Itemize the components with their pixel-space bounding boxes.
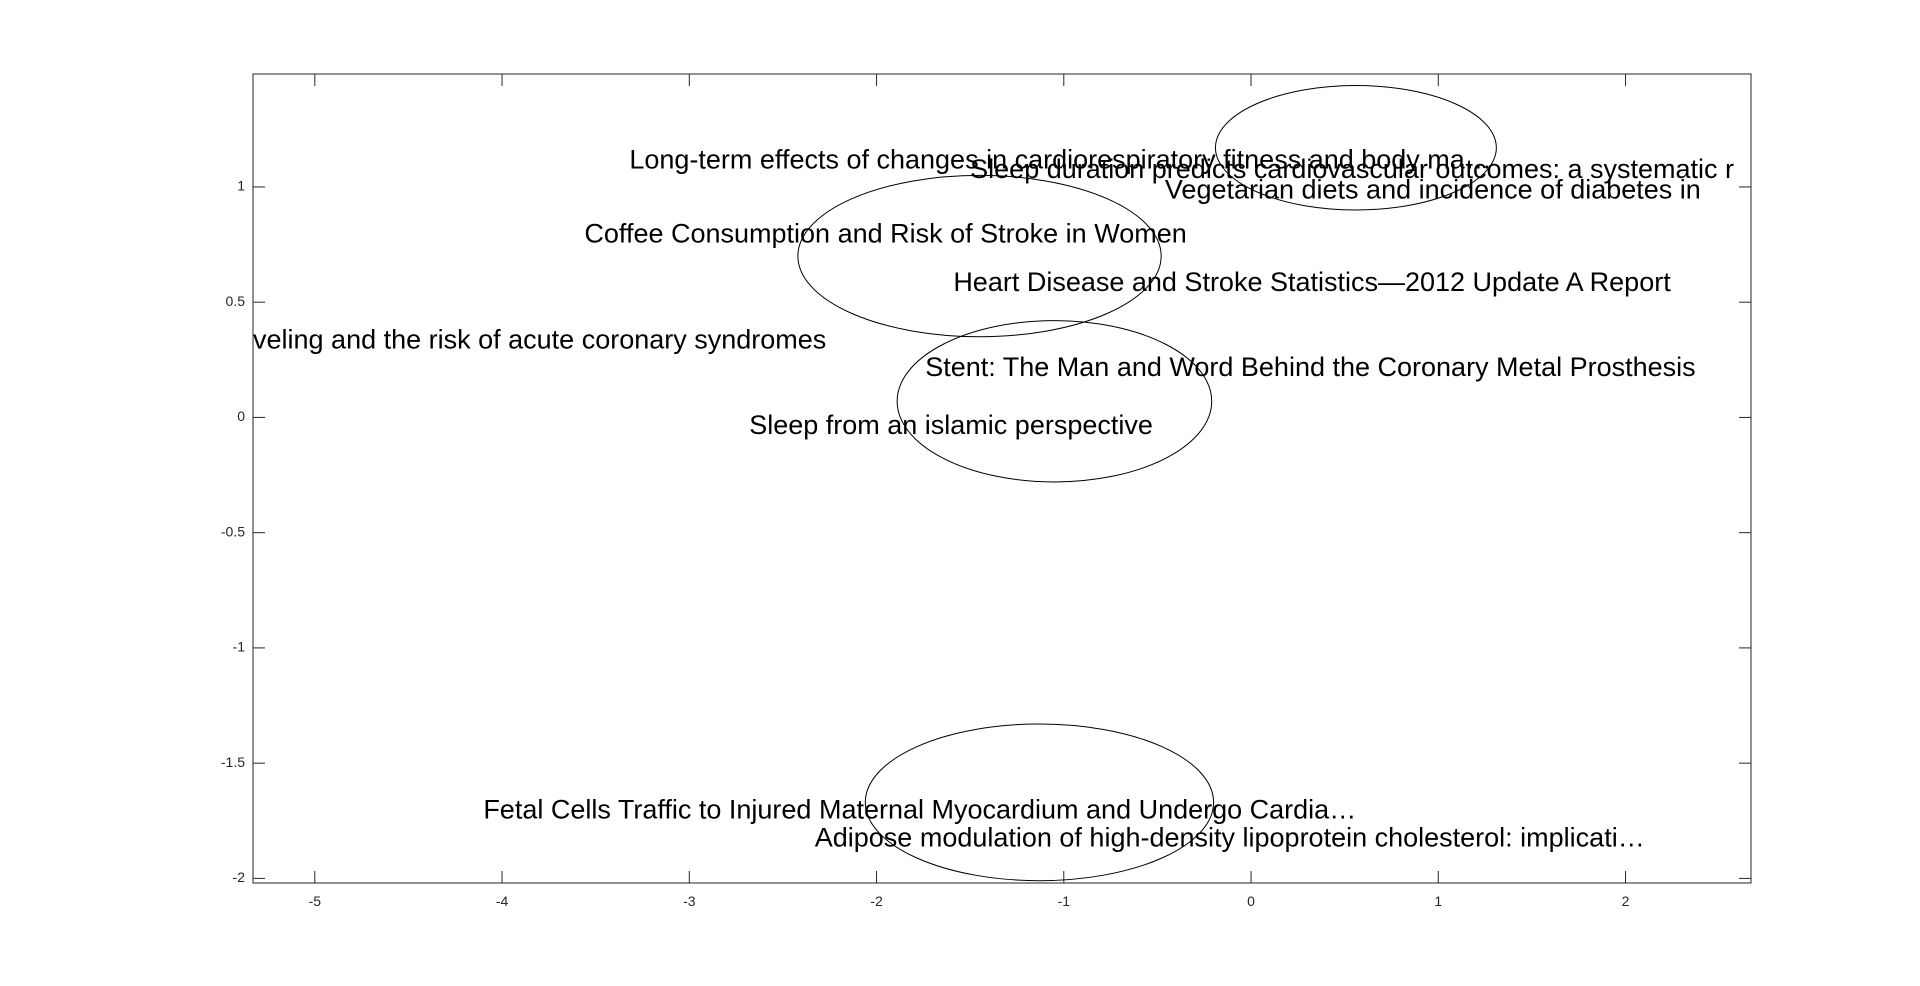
axis-ticks xyxy=(253,74,1751,883)
point-label: veling and the risk of acute coronary sy… xyxy=(253,324,826,354)
point-label: Sleep duration predicts cardiovascular o… xyxy=(970,154,1734,184)
cluster-ellipse xyxy=(797,174,1162,338)
y-tick-label: -1.5 xyxy=(221,754,245,770)
point-label: Long-term effects of changes in cardiore… xyxy=(629,145,1491,175)
point-label: Sleep from an islamic perspective xyxy=(749,410,1153,440)
cluster-ellipse xyxy=(1214,85,1497,211)
y-tick-label: -1 xyxy=(233,639,246,655)
tick-labels: -5 -4 -3 -2 -1 0 1 2 -2 -1.5 -1 -0.5 0 0.5 1 xyxy=(221,178,1630,909)
plot-frame xyxy=(252,73,1752,884)
y-tick-label: 1 xyxy=(237,178,245,194)
point-label: Adipose modulation of high-density lipop… xyxy=(815,822,1645,852)
cluster-ellipses xyxy=(797,85,1497,882)
point-labels: Sleep duration predicts cardiovascular o… xyxy=(253,145,1734,853)
point-label: Coffee Consumption and Risk of Stroke in… xyxy=(584,218,1186,248)
y-tick-label: -0.5 xyxy=(221,523,245,539)
y-tick-label: 0.5 xyxy=(226,293,246,309)
x-tick-label: -3 xyxy=(683,893,696,909)
point-label: Fetal Cells Traffic to Injured Maternal … xyxy=(483,795,1356,825)
x-tick-label: -5 xyxy=(309,893,322,909)
cluster-ellipse xyxy=(896,320,1213,483)
x-tick-label: 2 xyxy=(1622,893,1630,909)
x-tick-label: -4 xyxy=(496,893,509,909)
x-tick-label: -2 xyxy=(870,893,883,909)
point-label: Vegetarian diets and incidence of diabet… xyxy=(1165,175,1701,205)
x-tick-label: 0 xyxy=(1247,893,1255,909)
point-label: Stent: The Man and Word Behind the Coron… xyxy=(925,352,1695,382)
x-tick-label: -1 xyxy=(1058,893,1071,909)
cluster-ellipse xyxy=(864,723,1215,882)
y-tick-label: -2 xyxy=(233,869,246,885)
y-tick-label: 0 xyxy=(237,408,245,424)
point-label: Heart Disease and Stroke Statistics—2012… xyxy=(953,267,1671,297)
x-tick-label: 1 xyxy=(1434,893,1442,909)
